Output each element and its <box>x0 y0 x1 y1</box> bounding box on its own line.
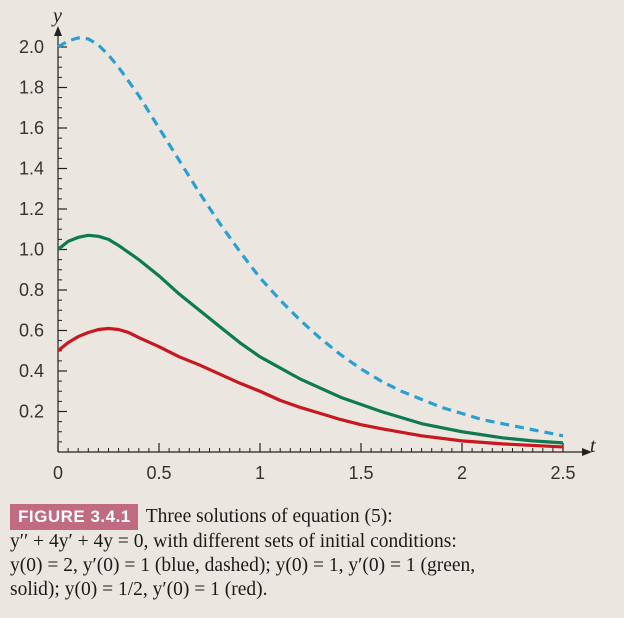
y-tick-label: 0.2 <box>19 402 44 422</box>
x-axis-label: t <box>590 435 596 457</box>
x-tick-label: 0 <box>53 463 63 483</box>
caption-line-3: y(0) = 2, y′(0) = 1 (blue, dashed); y(0)… <box>10 555 476 576</box>
y-tick-label: 0.4 <box>19 361 44 381</box>
y-tick-label: 2.0 <box>19 37 44 57</box>
y-axis-label: y <box>51 5 62 27</box>
x-tick-label: 2 <box>457 463 467 483</box>
caption-first-line: FIGURE 3.4.1 Three solutions of equation … <box>10 504 616 530</box>
y-tick-label: 1.4 <box>19 159 44 179</box>
caption-line-1: Three solutions of equation (5): <box>145 506 393 527</box>
axes: 0 0.5 1 1.5 2 2.5 0.2 0.4 0.6 0.8 1.0 1.2 1.4 1.6 1.8 2… <box>19 26 592 483</box>
y-tick-label: 1.8 <box>19 78 44 98</box>
series-line-2 <box>56 233 564 445</box>
y-tick-label: 0.6 <box>19 321 44 341</box>
x-tick-label: 1 <box>255 463 265 483</box>
figure-number-badge: FIGURE 3.4.1 <box>10 504 138 530</box>
line-chart: 0 0.5 1 1.5 2 2.5 0.2 0.4 0.6 0.8 1.0 1.2 1.4 1.6 1.8 2… <box>19 5 596 483</box>
y-axis-arrow <box>54 26 62 36</box>
y-tick-label: 1.6 <box>19 118 44 138</box>
caption-line-2: y′′ + 4y′ + 4y = 0, with different sets … <box>10 531 457 552</box>
x-axis-arrow <box>582 448 592 456</box>
x-tick-label: 2.5 <box>550 463 575 483</box>
caption-line-4: solid); y(0) = 1/2, y′(0) = 1 (red). <box>10 579 268 600</box>
y-tick-label: 1.2 <box>19 199 44 219</box>
series-layer <box>56 36 564 449</box>
series-line-3 <box>56 326 564 449</box>
x-tick-label: 1.5 <box>348 463 373 483</box>
y-tick-label: 1.0 <box>19 240 44 260</box>
y-tick-label: 0.8 <box>19 280 44 300</box>
figure-caption: FIGURE 3.4.1 Three solutions of equation … <box>10 504 616 602</box>
series-line-1 <box>57 36 564 438</box>
x-tick-label: 0.5 <box>146 463 171 483</box>
